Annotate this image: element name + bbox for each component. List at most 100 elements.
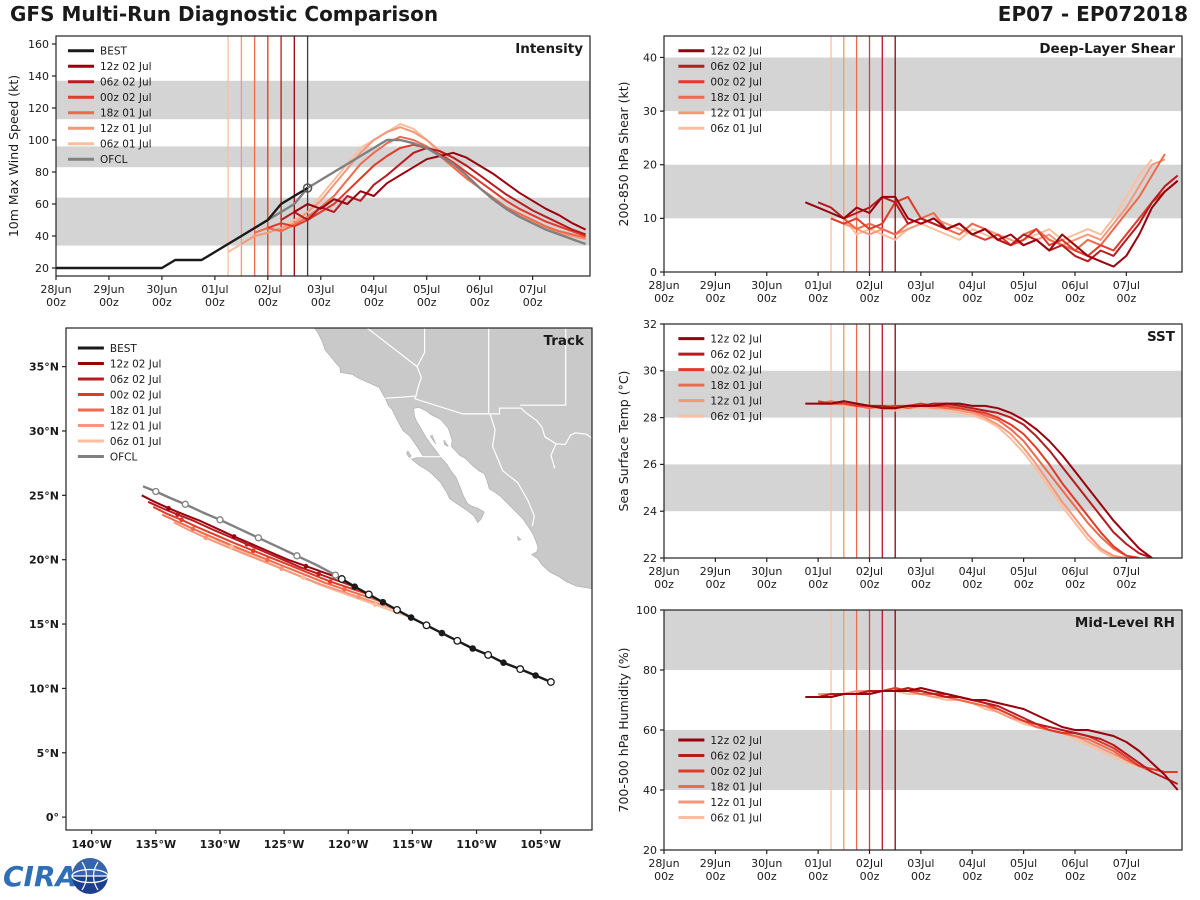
svg-text:00z: 00z bbox=[1116, 292, 1136, 305]
svg-text:00z: 00z bbox=[757, 578, 777, 591]
svg-text:06z 01 Jul: 06z 01 Jul bbox=[100, 139, 152, 151]
svg-text:06z 02 Jul: 06z 02 Jul bbox=[110, 374, 162, 386]
svg-text:105°W: 105°W bbox=[520, 838, 561, 851]
svg-text:BEST: BEST bbox=[110, 343, 138, 355]
svg-text:Mid-Level RH: Mid-Level RH bbox=[1075, 615, 1175, 631]
svg-text:26: 26 bbox=[643, 458, 657, 471]
cira-logo: CIRA bbox=[2, 854, 114, 900]
svg-text:12z 01 Jul: 12z 01 Jul bbox=[710, 108, 762, 120]
svg-text:28: 28 bbox=[643, 411, 657, 424]
svg-text:00z: 00z bbox=[1065, 578, 1085, 591]
svg-text:18z 01 Jul: 18z 01 Jul bbox=[710, 781, 762, 793]
mid-level-rh-panel: 2040608010028Jun00z29Jun00z30Jun00z01Jul… bbox=[616, 604, 1183, 883]
svg-text:00z: 00z bbox=[705, 870, 725, 883]
svg-text:07Jul: 07Jul bbox=[1113, 565, 1140, 578]
series-06z-02-Jul bbox=[280, 147, 586, 236]
svg-text:00z: 00z bbox=[311, 296, 331, 309]
series-OFCL bbox=[253, 138, 587, 246]
storm-id: EP07 - EP072018 bbox=[997, 2, 1188, 26]
svg-text:40: 40 bbox=[643, 51, 657, 64]
svg-text:28Jun: 28Jun bbox=[648, 857, 679, 870]
svg-text:00z: 00z bbox=[1014, 578, 1034, 591]
svg-text:30Jun: 30Jun bbox=[146, 283, 177, 296]
svg-text:00z: 00z bbox=[962, 292, 982, 305]
svg-text:02Jul: 02Jul bbox=[856, 565, 883, 578]
svg-text:100: 100 bbox=[636, 604, 657, 617]
svg-text:00z: 00z bbox=[364, 296, 384, 309]
svg-text:04Jul: 04Jul bbox=[360, 283, 387, 296]
svg-text:07Jul: 07Jul bbox=[1113, 279, 1140, 292]
series-lines bbox=[805, 687, 1179, 791]
series-00z-02-Jul bbox=[830, 180, 1179, 257]
series-12z-01-Jul bbox=[240, 126, 586, 245]
svg-text:12z 02 Jul: 12z 02 Jul bbox=[710, 333, 762, 345]
svg-text:10m Max Wind Speed (kt): 10m Max Wind Speed (kt) bbox=[6, 75, 21, 237]
series-12z-02-Jul bbox=[804, 180, 1179, 268]
svg-text:00z 02 Jul: 00z 02 Jul bbox=[710, 364, 762, 376]
svg-text:20: 20 bbox=[35, 262, 49, 275]
category-bands bbox=[664, 610, 1182, 790]
svg-text:30Jun: 30Jun bbox=[751, 565, 782, 578]
svg-text:100: 100 bbox=[28, 134, 49, 147]
svg-text:22: 22 bbox=[643, 552, 657, 565]
svg-text:00z: 00z bbox=[1065, 292, 1085, 305]
svg-text:125°W: 125°W bbox=[264, 838, 305, 851]
svg-text:06Jul: 06Jul bbox=[1061, 565, 1088, 578]
deep-layer-shear-panel: 01020304028Jun00z29Jun00z30Jun00z01Jul00… bbox=[616, 35, 1183, 305]
svg-text:29Jun: 29Jun bbox=[700, 565, 731, 578]
svg-text:07Jul: 07Jul bbox=[1113, 857, 1140, 870]
model-init-lines bbox=[830, 610, 896, 850]
intensity-panel: 2040608010012014016028Jun00z29Jun00z30Ju… bbox=[6, 35, 591, 309]
svg-text:00z: 00z bbox=[258, 296, 278, 309]
svg-text:06z 01 Jul: 06z 01 Jul bbox=[710, 411, 762, 423]
svg-text:30Jun: 30Jun bbox=[751, 279, 782, 292]
svg-text:00z: 00z bbox=[1014, 292, 1034, 305]
svg-text:00z: 00z bbox=[470, 296, 490, 309]
svg-text:110°W: 110°W bbox=[456, 838, 497, 851]
svg-text:120°W: 120°W bbox=[328, 838, 369, 851]
svg-text:0: 0 bbox=[650, 266, 657, 279]
svg-text:12z 02 Jul: 12z 02 Jul bbox=[100, 61, 152, 73]
svg-text:140°W: 140°W bbox=[71, 838, 112, 851]
svg-text:04Jul: 04Jul bbox=[959, 279, 986, 292]
svg-text:00z: 00z bbox=[1116, 870, 1136, 883]
svg-text:00z: 00z bbox=[1116, 578, 1136, 591]
svg-text:30: 30 bbox=[643, 105, 657, 118]
svg-text:06Jul: 06Jul bbox=[1061, 279, 1088, 292]
cira-logo-text: CIRA bbox=[3, 860, 77, 893]
svg-text:05Jul: 05Jul bbox=[1010, 279, 1037, 292]
svg-text:04Jul: 04Jul bbox=[959, 857, 986, 870]
svg-text:18z 01 Jul: 18z 01 Jul bbox=[100, 108, 152, 120]
svg-text:02Jul: 02Jul bbox=[856, 857, 883, 870]
legend: 12z 02 Jul 06z 02 Jul 00z 02 Jul 18z 01 Jul… bbox=[678, 333, 762, 423]
category-bands bbox=[56, 80, 590, 246]
svg-text:18z 01 Jul: 18z 01 Jul bbox=[710, 92, 762, 104]
legend: BEST 12z 02 Jul 06z 02 Jul 00z 02 Jul 18z 01… bbox=[77, 343, 162, 463]
svg-text:12z 02 Jul: 12z 02 Jul bbox=[110, 358, 162, 370]
svg-text:00z: 00z bbox=[205, 296, 225, 309]
svg-text:SST: SST bbox=[1147, 329, 1176, 345]
series-lines bbox=[804, 153, 1179, 268]
svg-text:03Jul: 03Jul bbox=[907, 279, 934, 292]
svg-text:60: 60 bbox=[643, 724, 657, 737]
svg-text:06Jul: 06Jul bbox=[466, 283, 493, 296]
svg-text:00z: 00z bbox=[1014, 870, 1034, 883]
svg-text:06z 02 Jul: 06z 02 Jul bbox=[710, 61, 762, 73]
series-BEST bbox=[56, 186, 309, 270]
category-bands bbox=[664, 370, 1182, 512]
svg-text:140: 140 bbox=[28, 70, 49, 83]
rh-plot: 2040608010028Jun00z29Jun00z30Jun00z01Jul… bbox=[616, 604, 1183, 883]
svg-text:06z 02 Jul: 06z 02 Jul bbox=[710, 750, 762, 762]
svg-text:OFCL: OFCL bbox=[100, 154, 128, 166]
track-12z-02-Jul bbox=[141, 494, 343, 580]
svg-text:05Jul: 05Jul bbox=[1010, 857, 1037, 870]
svg-text:0°: 0° bbox=[46, 811, 59, 824]
svg-text:07Jul: 07Jul bbox=[519, 283, 546, 296]
svg-text:120: 120 bbox=[28, 102, 49, 115]
svg-text:20°N: 20°N bbox=[29, 554, 59, 567]
svg-text:00z: 00z bbox=[911, 870, 931, 883]
svg-text:06Jul: 06Jul bbox=[1061, 857, 1088, 870]
svg-text:80: 80 bbox=[643, 664, 657, 677]
cira-globe-icon bbox=[71, 858, 109, 894]
svg-text:00z: 00z bbox=[654, 578, 674, 591]
